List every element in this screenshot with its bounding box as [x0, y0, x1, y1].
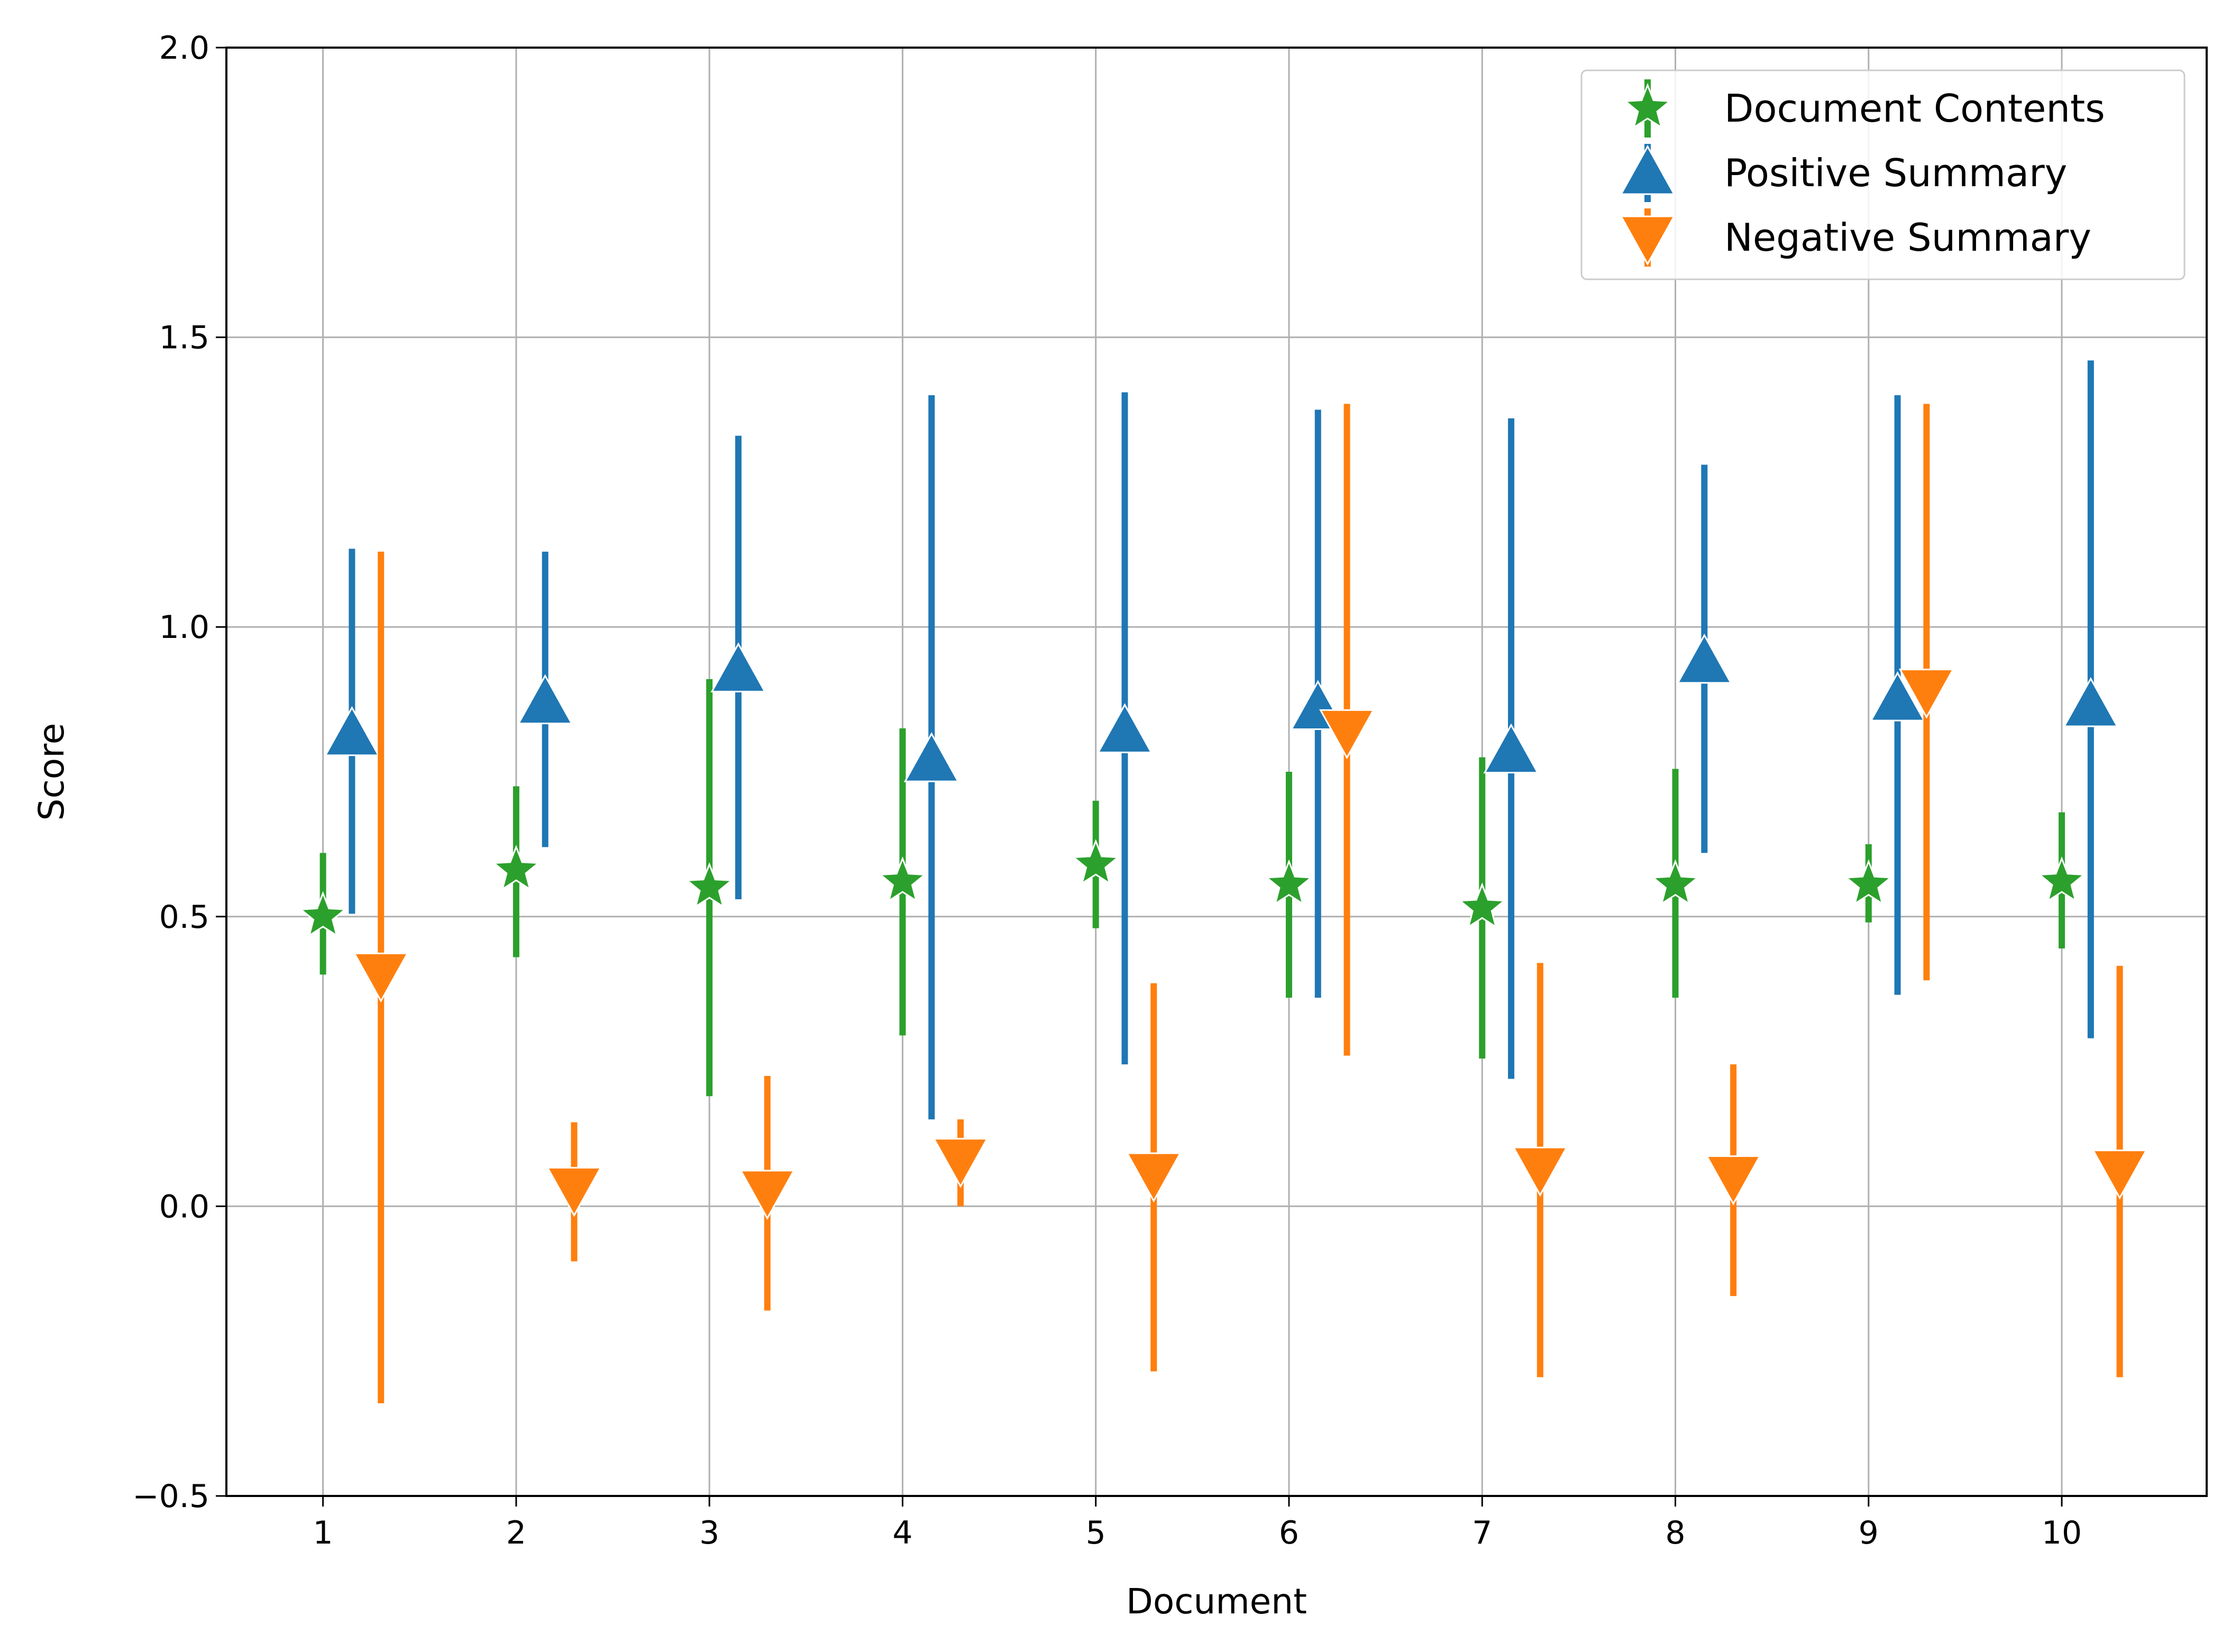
data-point	[739, 1170, 796, 1220]
data-point	[903, 732, 959, 782]
legend: Document Contents Positive Summary Negativ…	[1580, 69, 2186, 280]
data-point	[1705, 1155, 1761, 1206]
legend-marker	[1623, 83, 1672, 129]
x-tick-label: 10	[2042, 1514, 2082, 1551]
data-point	[2037, 856, 2086, 903]
data-point	[1126, 1152, 1182, 1203]
y-axis-title: Score	[31, 723, 72, 821]
legend-marker	[1620, 144, 1676, 195]
series-document-contents	[298, 679, 2086, 1097]
data-point	[1458, 882, 1507, 929]
x-tick-label: 3	[699, 1514, 719, 1551]
y-tick-label: 2.0	[159, 30, 209, 67]
data-point	[710, 642, 766, 692]
data-point	[1512, 1146, 1568, 1197]
data-point	[1483, 723, 1539, 774]
data-point	[324, 706, 380, 756]
x-tick-label: 6	[1279, 1514, 1299, 1551]
legend-label: Document Contents	[1724, 86, 2105, 131]
y-tick-label: 0.0	[159, 1188, 209, 1225]
data-series	[298, 360, 2148, 1403]
x-tick-label: 7	[1472, 1514, 1492, 1551]
series-negative-summary	[353, 404, 2148, 1403]
x-axis-title: Document	[1126, 1581, 1307, 1622]
data-point	[878, 856, 927, 903]
y-tick-label: −0.5	[132, 1478, 209, 1515]
data-point	[932, 1138, 989, 1188]
legend-label: Positive Summary	[1724, 151, 2067, 195]
data-point	[1676, 633, 1732, 684]
y-tick-label: 1.0	[159, 609, 209, 646]
data-point	[685, 862, 734, 908]
data-point	[1870, 671, 1926, 722]
x-tick-label: 9	[1859, 1514, 1879, 1551]
x-tick-label: 2	[506, 1514, 526, 1551]
legend-box	[1580, 69, 2186, 280]
data-point	[517, 674, 573, 725]
data-point	[1844, 859, 1893, 906]
x-tick-label: 1	[313, 1514, 333, 1551]
x-tick-label: 8	[1665, 1514, 1685, 1551]
data-point	[546, 1167, 602, 1217]
axes: 1 2 3 4 5 6 7 8 9 10 −0.5 0.0 0.5 1.0 1.5 2.0	[132, 30, 2082, 1551]
data-point	[298, 891, 348, 937]
x-tick-label: 5	[1086, 1514, 1106, 1551]
data-point	[492, 845, 541, 891]
data-point	[353, 952, 409, 1003]
series-positive-summary	[324, 360, 2119, 1120]
data-point	[1651, 859, 1700, 906]
data-point	[1071, 839, 1120, 886]
legend-marker	[1620, 215, 1676, 266]
y-tick-label: 1.5	[159, 320, 209, 357]
plot-frame	[225, 47, 2208, 1497]
data-point	[2063, 677, 2119, 727]
data-point	[1319, 709, 1375, 760]
legend-label: Negative Summary	[1724, 215, 2091, 260]
data-point	[1898, 669, 1954, 719]
y-tick-label: 0.5	[159, 899, 209, 936]
data-point	[1265, 859, 1313, 906]
data-point	[2092, 1149, 2148, 1200]
data-point	[1096, 703, 1153, 753]
x-tick-label: 4	[892, 1514, 912, 1551]
